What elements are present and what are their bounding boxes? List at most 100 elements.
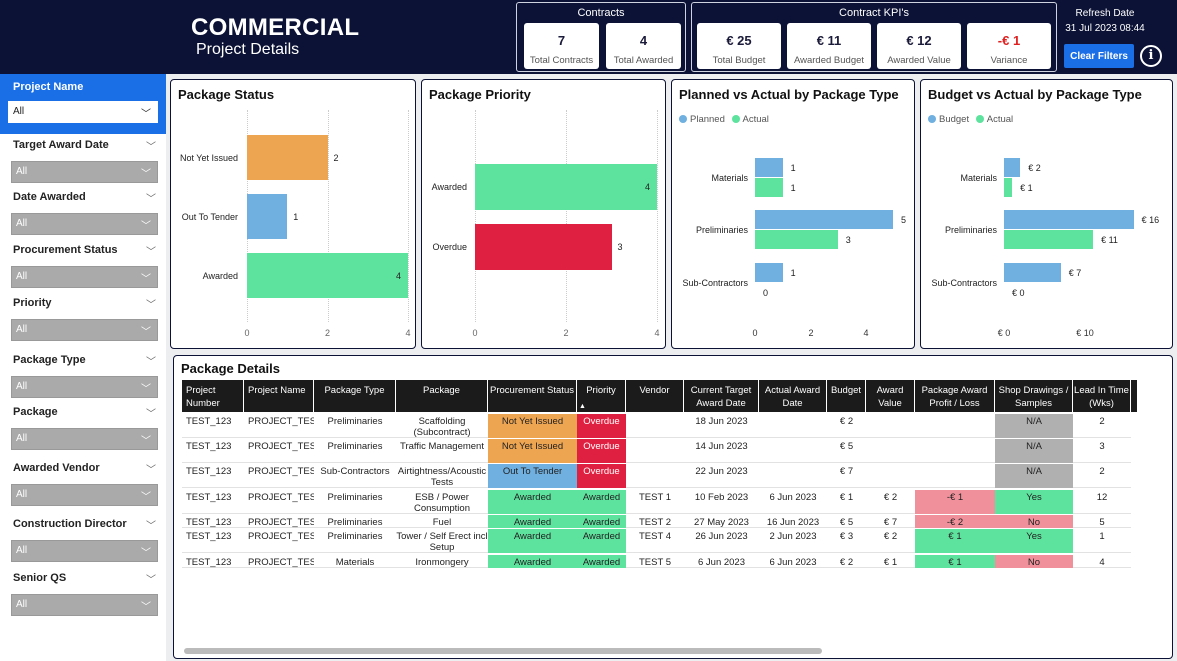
table-cell: TEST_123 <box>186 557 232 568</box>
table-cell: Preliminaries <box>327 416 383 427</box>
table-cell: -€ 1 <box>915 490 995 514</box>
table-cell <box>626 414 684 438</box>
category-label: Materials <box>711 173 748 183</box>
column-header[interactable]: Package Award Profit / Loss <box>915 380 995 412</box>
column-header[interactable]: Package <box>396 380 488 412</box>
filter-dropdown[interactable]: All ﹀ <box>11 594 158 616</box>
chevron-down-icon[interactable]: ﹀ <box>146 465 156 476</box>
budget-vs-actual-chart: Budget vs Actual by Package Type Budget … <box>920 79 1173 349</box>
column-header[interactable]: Actual Award Date <box>759 380 827 412</box>
chevron-down-icon: ﹀ <box>141 327 151 338</box>
info-icon[interactable]: i <box>1140 45 1162 67</box>
horizontal-scrollbar[interactable] <box>184 648 822 654</box>
column-header[interactable]: Budget <box>827 380 866 412</box>
bar[interactable] <box>475 164 657 210</box>
bar[interactable] <box>1004 263 1061 282</box>
bar[interactable] <box>1004 210 1134 229</box>
kpi-card-awarded-value: € 12 Awarded Value <box>877 23 961 69</box>
chevron-down-icon[interactable]: ﹀ <box>146 357 156 368</box>
chevron-down-icon[interactable]: ﹀ <box>146 194 156 205</box>
bar[interactable] <box>475 224 612 270</box>
table-row[interactable] <box>182 555 1131 568</box>
clear-filters-button[interactable]: Clear Filters <box>1064 44 1134 68</box>
table-row[interactable] <box>182 414 1131 438</box>
filter-label: Project Name <box>13 81 84 93</box>
bar[interactable] <box>247 253 408 298</box>
table-cell: € 7 <box>883 517 898 528</box>
bar[interactable] <box>1004 178 1013 197</box>
column-header[interactable]: Package Type <box>314 380 396 412</box>
filter-sidebar: Project Name All ﹀ Target Award Date ﹀ All… <box>0 74 166 661</box>
column-header[interactable]: Project Name <box>244 380 314 412</box>
data-label: 3 <box>617 242 623 252</box>
bar[interactable] <box>247 135 328 180</box>
bar[interactable] <box>755 178 783 197</box>
kpi-card-total-budget: € 25 Total Budget <box>697 23 781 69</box>
bar[interactable] <box>1004 158 1021 177</box>
column-header[interactable]: Current Target Award Date <box>684 380 759 412</box>
project-name-dropdown[interactable]: All ﹀ <box>8 101 158 123</box>
table-row[interactable] <box>182 439 1131 463</box>
column-header[interactable]: Vendor <box>626 380 684 412</box>
tick-label: 0 <box>752 328 758 338</box>
filter-dropdown[interactable]: All ﹀ <box>11 161 158 183</box>
table-cell: € 1 <box>915 529 995 553</box>
package-status-chart: Package Status 0 2 4 Not Yet Issued 2 Out To … <box>170 79 416 349</box>
table-cell: Awarded <box>577 529 626 553</box>
table-cell: 18 Jun 2023 <box>695 416 748 427</box>
chevron-down-icon[interactable]: ﹀ <box>146 142 156 153</box>
table-cell: 1 <box>1099 531 1105 542</box>
bar[interactable] <box>1004 230 1094 249</box>
data-label: 4 <box>645 182 651 192</box>
filter-dropdown[interactable]: All ﹀ <box>11 319 158 341</box>
data-label: 1 <box>790 268 796 278</box>
table-cell: Overdue <box>577 439 626 463</box>
gridline <box>408 110 409 322</box>
chevron-down-icon[interactable]: ﹀ <box>146 575 156 586</box>
table-cell: Awarded <box>488 555 577 568</box>
chevron-down-icon[interactable]: ﹀ <box>146 521 156 532</box>
chevron-down-icon[interactable]: ﹀ <box>146 247 156 258</box>
bar[interactable] <box>755 230 838 249</box>
table-row[interactable] <box>182 529 1131 553</box>
table-row[interactable] <box>182 464 1131 488</box>
table-row[interactable] <box>182 490 1131 514</box>
dropdown-value: All <box>16 433 28 444</box>
table-cell: Awarded <box>577 555 626 568</box>
chevron-down-icon[interactable]: ﹀ <box>146 409 156 420</box>
filter-dropdown[interactable]: All ﹀ <box>11 428 158 450</box>
bar[interactable] <box>247 194 288 239</box>
chart-title: Package Priority <box>429 87 531 102</box>
table-cell: 6 Jun 2023 <box>769 557 817 568</box>
bar[interactable] <box>755 158 783 177</box>
table-cell <box>915 439 995 463</box>
sort-ascending-icon[interactable]: ▲ <box>579 403 586 410</box>
dropdown-value: All <box>13 106 25 117</box>
filter-dropdown[interactable]: All ﹀ <box>11 484 158 506</box>
table-cell: Preliminaries <box>327 492 383 503</box>
table-row[interactable] <box>182 515 1131 528</box>
filter-dropdown[interactable]: All ﹀ <box>11 540 158 562</box>
column-header[interactable]: Priority <box>577 380 626 412</box>
bar[interactable] <box>755 263 783 282</box>
filter-label: Package <box>13 406 58 418</box>
filter-dropdown[interactable]: All ﹀ <box>11 376 158 398</box>
filter-dropdown[interactable]: All ﹀ <box>11 266 158 288</box>
column-header[interactable]: Shop Drawings / Samples <box>995 380 1073 412</box>
column-header[interactable]: Project Number <box>182 380 244 412</box>
chart-title: Budget vs Actual by Package Type <box>928 87 1142 102</box>
gridline <box>657 110 658 322</box>
tick-label: € 0 <box>997 328 1011 338</box>
column-header[interactable]: Procurement Status <box>488 380 577 412</box>
column-header[interactable]: Award Value <box>866 380 915 412</box>
kpi-card-awarded-budget: € 11 Awarded Budget <box>787 23 871 69</box>
table-cell: 14 Jun 2023 <box>695 441 748 452</box>
filter-dropdown[interactable]: All ﹀ <box>11 213 158 235</box>
column-header[interactable]: Lead In Time (Wks) <box>1073 380 1131 412</box>
legend-dot <box>975 115 984 123</box>
chevron-down-icon[interactable]: ﹀ <box>146 300 156 311</box>
table-cell: Sub-Contractors <box>320 466 390 477</box>
bar[interactable] <box>755 210 893 229</box>
refresh-label: Refresh Date <box>1075 8 1135 19</box>
chevron-down-icon: ﹀ <box>141 436 151 447</box>
